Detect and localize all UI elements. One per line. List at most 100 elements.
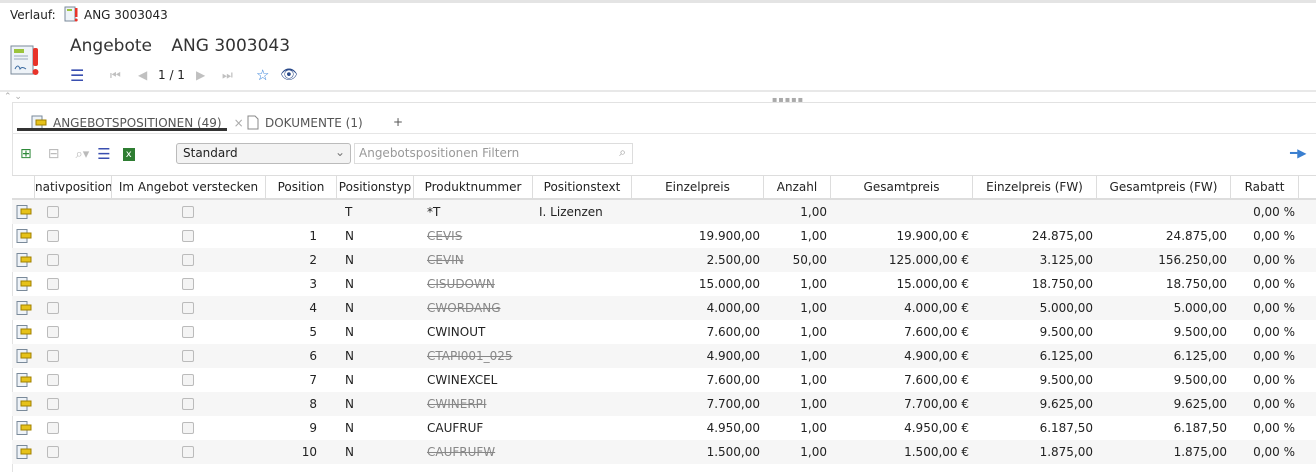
collapse-toggle-icon[interactable]: ⌃ ⌄ [4,92,22,102]
table-row[interactable]: 2 N CEVIN 2.500,00 50,00 125.000,00 € 3.125,00… [12,248,1316,272]
watch-eye-icon[interactable]: 👁 [280,67,298,83]
column-header[interactable]: nativposition [35,176,112,199]
first-record-icon[interactable]: ⏮ [110,67,121,82]
hidden-checkbox[interactable] [182,350,194,362]
tab-angebotspositionen[interactable]: ANGEBOTSPOSITIONEN (49) × [31,115,244,130]
alternative-checkbox[interactable] [47,302,59,314]
column-header[interactable]: Position [266,176,337,199]
alternative-checkbox[interactable] [47,206,59,218]
cell-ep: 4.950,00 [706,421,760,435]
cell-anz: 1,00 [800,349,827,363]
cell-rabatt: 0,00 % [1253,205,1295,219]
cell-gpfw: 9.625,00 [1173,397,1227,411]
table-row[interactable]: 7 N CWINEXCEL 7.600,00 1,00 7.600,00 € 9.500,0… [12,368,1316,392]
favorite-star-icon[interactable]: ☆ [256,66,270,84]
cell-prod: CAUFRUFW [427,445,496,459]
column-header[interactable]: Gesamtpreis [831,176,973,199]
close-tab-icon[interactable]: × [233,115,244,130]
alternative-checkbox[interactable] [47,230,59,242]
module-name: Angebote [70,36,152,56]
column-header[interactable]: Anzahl [764,176,831,199]
hidden-checkbox[interactable] [182,278,194,290]
hidden-checkbox[interactable] [182,374,194,386]
cell-text [539,224,632,248]
alternative-checkbox[interactable] [47,254,59,266]
filter-input[interactable]: Angebotspositionen Filtern ⌕ [354,143,633,164]
cell-anz: 1,00 [800,373,827,387]
cell-pos: 6 [309,349,317,363]
cell-epfw: 9.500,00 [1039,373,1093,387]
view-select[interactable]: Standard ⌄ [176,143,351,164]
column-header[interactable]: Produktnummer [414,176,533,199]
column-menu-icon[interactable]: ☰ [97,145,111,163]
cell-prod: CWINERPI [427,397,487,411]
table-row[interactable]: 9 N CAUFRUF 4.950,00 1,00 4.950,00 € 6.187,50 6… [12,416,1316,440]
column-header[interactable]: Positionstext [533,176,632,199]
excel-export-icon[interactable]: x [122,147,135,161]
alternative-checkbox[interactable] [47,446,59,458]
column-header[interactable]: Einzelpreis (FW) [973,176,1097,199]
alternative-checkbox[interactable] [47,278,59,290]
hidden-checkbox[interactable] [182,302,194,314]
alternative-checkbox[interactable] [47,422,59,434]
table-row[interactable]: 3 N CISUDOWN 15.000,00 1,00 15.000,00 € 18.750… [12,272,1316,296]
alternative-checkbox[interactable] [47,350,59,362]
tab-label: DOKUMENTE (1) [265,115,363,130]
table-row[interactable]: 6 N CTAPI001_025 4.900,00 1,00 4.900,00 € 6.12… [12,344,1316,368]
add-tab-button[interactable]: + [393,115,403,129]
tab-label: ANGEBOTSPOSITIONEN (49) [53,115,222,130]
column-header[interactable]: Positionstyp [337,176,414,199]
table-row[interactable]: 1 N CEVIS 19.900,00 1,00 19.900,00 € 24.875,00… [12,224,1316,248]
menu-icon[interactable]: ☰ [70,65,85,85]
column-header[interactable]: Im Angebot verstecken [112,176,266,199]
cell-text [539,344,632,368]
alternative-checkbox[interactable] [47,326,59,338]
cell-prod: CWINOUT [427,325,486,339]
cell-ep: 7.600,00 [706,373,760,387]
alternative-checkbox[interactable] [47,374,59,386]
previous-record-icon[interactable]: ◀ [138,68,148,82]
column-header[interactable]: Einzelpreis [632,176,764,199]
table-row[interactable]: 5 N CWINOUT 7.600,00 1,00 7.600,00 € 9.500,00 9… [12,320,1316,344]
header-icon-col [12,176,35,199]
alternative-checkbox[interactable] [47,398,59,410]
history-item[interactable]: ANG 3003043 [84,8,168,22]
content-panel: ANGEBOTSPOSITIONEN (49) × DOKUMENTE (1) … [12,102,1316,472]
cell-gpfw: 18.750,00 [1165,277,1227,291]
cell-gp: 15.000,00 € [896,277,969,291]
search-details-icon[interactable]: ⌕▾ [75,146,90,162]
column-header[interactable] [1299,176,1316,199]
add-row-icon[interactable]: ⊞ [20,146,32,162]
last-record-icon[interactable]: ⏭ [222,67,233,82]
table-row[interactable]: 4 N CWORDANG 4.000,00 1,00 4.000,00 € 5.000,00… [12,296,1316,320]
cell-anz: 1,00 [800,325,827,339]
hidden-checkbox[interactable] [182,398,194,410]
table-row[interactable]: T *T I. Lizenzen 1,00 0,00 % [12,200,1316,224]
positions-grid: nativposition Im Angebot verstecken Positi… [12,175,1316,464]
column-header[interactable]: Rabatt [1231,176,1299,199]
position-icon [16,277,32,291]
table-row[interactable]: 10 N CAUFRUFW 1.500,00 1,00 1.500,00 € 1.875,0… [12,440,1316,464]
cell-ep: 19.900,00 [698,229,760,243]
hidden-checkbox[interactable] [182,326,194,338]
remove-row-icon[interactable]: ⊟ [47,146,60,162]
cell-text [539,416,632,440]
table-row[interactable]: 8 N CWINERPI 7.700,00 1,00 7.700,00 € 9.625,00… [12,392,1316,416]
column-header[interactable]: Gesamtpreis (FW) [1097,176,1231,199]
position-icon [16,373,32,387]
hidden-checkbox[interactable] [182,230,194,242]
cell-gpfw: 5.000,00 [1173,301,1227,315]
pin-icon[interactable]: ━▶ [1290,146,1307,160]
hidden-checkbox[interactable] [182,254,194,266]
hidden-checkbox[interactable] [182,446,194,458]
cell-epfw: 9.625,00 [1039,397,1093,411]
cell-prod: CWORDANG [427,301,501,315]
cell-prod: CEVIS [427,229,463,243]
next-record-icon[interactable]: ▶ [196,68,206,82]
cell-prod: CTAPI001_025 [427,349,513,363]
hidden-checkbox[interactable] [182,422,194,434]
hidden-checkbox[interactable] [182,206,194,218]
cell-pos: 10 [301,445,317,459]
tab-dokumente[interactable]: DOKUMENTE (1) [247,115,363,130]
splitter-handle[interactable]: ▪▪▪▪▪ [772,95,805,104]
